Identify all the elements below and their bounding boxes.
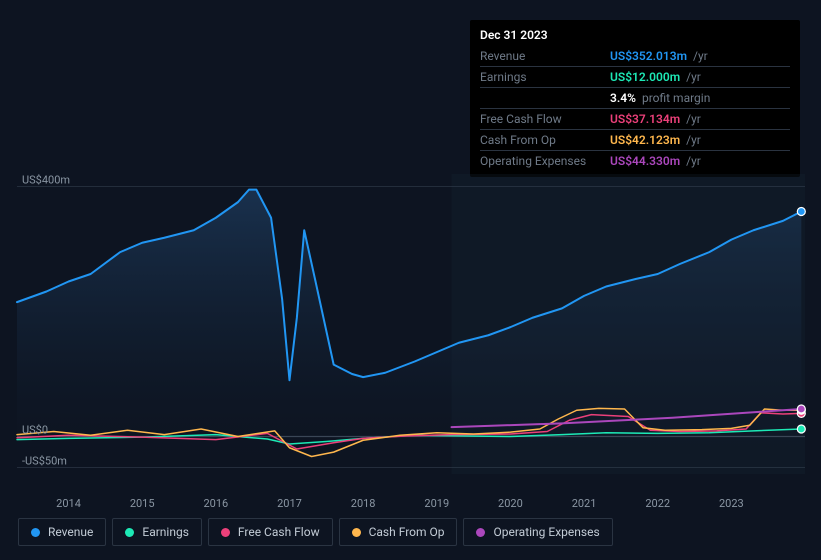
legend-swatch	[352, 528, 361, 537]
legend-item[interactable]: Earnings	[112, 518, 202, 546]
tooltip-row-value: US$37.134m /yr	[610, 109, 790, 130]
tooltip-row-label: Cash From Op	[480, 130, 610, 151]
y-axis-label: US$0	[22, 423, 48, 436]
legend: Revenue Earnings Free Cash Flow Cash From O…	[18, 518, 613, 546]
legend-swatch	[31, 528, 40, 537]
legend-swatch	[221, 528, 230, 537]
y-axis-label: US$400m	[22, 173, 70, 186]
legend-item[interactable]: Free Cash Flow	[208, 518, 333, 546]
x-axis-label: 2019	[424, 497, 449, 510]
highlight-band	[452, 174, 805, 474]
x-axis-label: 2023	[719, 497, 744, 510]
x-axis-label: 2020	[498, 497, 523, 510]
legend-label: Earnings	[142, 525, 189, 539]
chart-plot[interactable]	[17, 174, 805, 474]
tooltip-row-label: Revenue	[480, 46, 610, 67]
x-axis-label: 2022	[645, 497, 670, 510]
series-marker	[797, 425, 805, 433]
x-axis-label: 2018	[351, 497, 376, 510]
tooltip-row-label: Earnings	[480, 67, 610, 88]
tooltip-row: Cash From OpUS$42.123m /yr	[480, 130, 790, 151]
legend-label: Revenue	[48, 525, 93, 539]
legend-item[interactable]: Operating Expenses	[463, 518, 612, 546]
tooltip-date: Dec 31 2023	[480, 28, 790, 42]
tooltip-row: Free Cash FlowUS$37.134m /yr	[480, 109, 790, 130]
tooltip-row-value: 3.4% profit margin	[610, 88, 790, 109]
legend-swatch	[125, 528, 134, 537]
tooltip-row-value: US$352.013m /yr	[610, 46, 790, 67]
tooltip-row: 3.4% profit margin	[480, 88, 790, 109]
tooltip-row-label	[480, 88, 610, 109]
legend-label: Cash From Op	[369, 525, 445, 539]
legend-item[interactable]: Cash From Op	[339, 518, 458, 546]
x-axis-label: 2014	[56, 497, 81, 510]
tooltip-row-value: US$12.000m /yr	[610, 67, 790, 88]
legend-label: Free Cash Flow	[238, 525, 320, 539]
tooltip-row-value: US$42.123m /yr	[610, 130, 790, 151]
legend-item[interactable]: Revenue	[18, 518, 106, 546]
legend-swatch	[476, 528, 485, 537]
x-axis-label: 2021	[572, 497, 597, 510]
tooltip-row: RevenueUS$352.013m /yr	[480, 46, 790, 67]
y-axis-label: -US$50m	[22, 454, 67, 467]
legend-label: Operating Expenses	[493, 525, 599, 539]
series-marker	[797, 405, 805, 413]
x-axis-label: 2015	[130, 497, 155, 510]
x-axis-label: 2016	[203, 497, 228, 510]
tooltip-table: RevenueUS$352.013m /yrEarningsUS$12.000m…	[480, 46, 790, 171]
series-marker	[797, 208, 805, 216]
chart-area: US$400mUS$0-US$50m 201420152016201720182…	[0, 160, 821, 490]
x-axis-label: 2017	[277, 497, 302, 510]
tooltip: Dec 31 2023 RevenueUS$352.013m /yrEarnin…	[470, 20, 800, 177]
tooltip-row: EarningsUS$12.000m /yr	[480, 67, 790, 88]
tooltip-row-label: Free Cash Flow	[480, 109, 610, 130]
